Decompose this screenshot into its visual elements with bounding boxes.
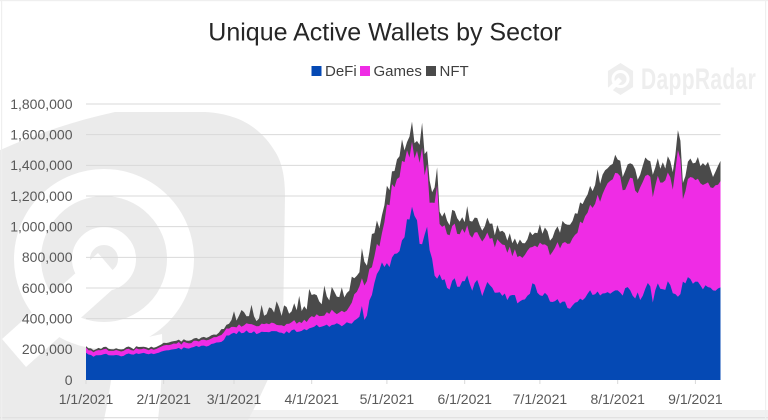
svg-text:NFT: NFT [440,63,469,80]
svg-text:1,600,000: 1,600,000 [10,127,72,143]
svg-text:1,400,000: 1,400,000 [10,157,72,173]
svg-text:800,000: 800,000 [22,249,73,265]
svg-text:2/1/2021: 2/1/2021 [136,391,191,407]
svg-text:1,200,000: 1,200,000 [10,188,72,204]
svg-text:Unique Active Wallets by Secto: Unique Active Wallets by Sector [208,19,561,47]
svg-text:9/1/2021: 9/1/2021 [668,391,723,407]
svg-text:200,000: 200,000 [22,341,73,357]
svg-text:7/1/2021: 7/1/2021 [513,391,568,407]
svg-text:DappRadar: DappRadar [641,64,756,96]
svg-text:4/1/2021: 4/1/2021 [284,391,339,407]
svg-text:1/1/2021: 1/1/2021 [59,391,114,407]
svg-text:6/1/2021: 6/1/2021 [437,391,492,407]
svg-text:1,000,000: 1,000,000 [10,219,72,235]
svg-text:600,000: 600,000 [22,280,73,296]
svg-text:3/1/2021: 3/1/2021 [207,391,262,407]
svg-text:8/1/2021: 8/1/2021 [590,391,645,407]
svg-text:400,000: 400,000 [22,311,73,327]
svg-text:0: 0 [65,372,73,388]
svg-text:5/1/2021: 5/1/2021 [360,391,415,407]
svg-text:DeFi: DeFi [325,63,357,80]
svg-text:Games: Games [374,63,422,80]
svg-text:1,800,000: 1,800,000 [10,96,72,112]
